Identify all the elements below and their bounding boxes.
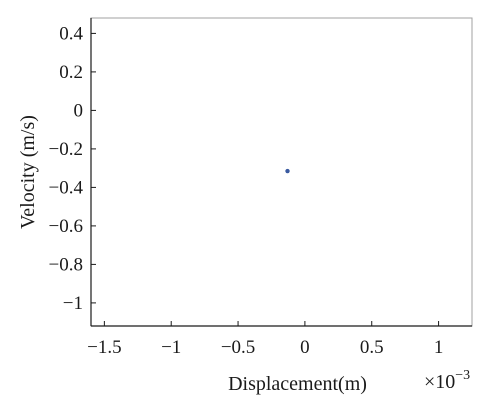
x-axis: −1.5 −1 −0.5 0 0.5 1 — [87, 321, 472, 358]
y-axis: 0.4 0.2 0 −0.2 −0.4 −0.6 −0.8 −1 — [49, 18, 96, 326]
x-axis-multiplier-exponent: −3 — [455, 368, 470, 383]
x-axis-label: Displacement(m) — [228, 373, 367, 395]
data-points — [285, 168, 290, 174]
y-tick-label: −0.8 — [49, 254, 83, 275]
x-tick-label: 0.5 — [360, 337, 384, 358]
x-axis-multiplier: ×10−3 — [424, 368, 470, 393]
x-tick-label: 0 — [300, 337, 310, 358]
y-tick-label: −1 — [63, 293, 83, 314]
plot-frame — [90, 17, 473, 327]
data-point — [285, 168, 290, 174]
y-axis-label: Velocity (m/s) — [17, 115, 39, 229]
y-tick-label: 0.4 — [59, 23, 83, 44]
y-tick-label: −0.6 — [49, 216, 83, 237]
x-tick-label: 1 — [434, 337, 444, 358]
x-tick-label: −0.5 — [221, 337, 255, 358]
x-axis-multiplier-base: ×10 — [424, 371, 455, 393]
y-tick-label: −0.4 — [49, 177, 84, 198]
y-tick-label: 0.2 — [59, 62, 83, 83]
y-tick-label: 0 — [74, 100, 84, 121]
y-tick-label: −0.2 — [49, 139, 83, 160]
x-tick-label: −1.5 — [87, 337, 121, 358]
x-tick-label: −1 — [161, 337, 181, 358]
